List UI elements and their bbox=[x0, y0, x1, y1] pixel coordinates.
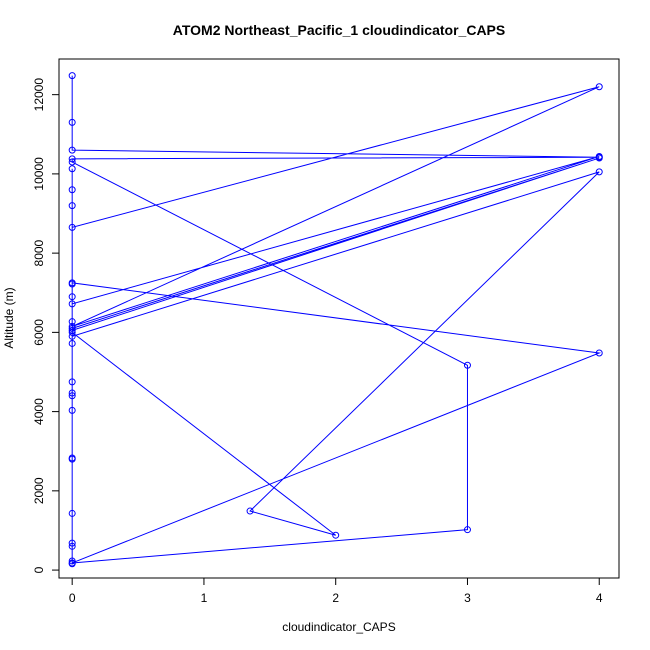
y-tick-label: 10000 bbox=[32, 157, 46, 191]
data-point bbox=[68, 339, 76, 347]
y-tick-label: 0 bbox=[32, 566, 46, 573]
data-point bbox=[68, 539, 76, 547]
data-point bbox=[68, 324, 76, 332]
y-tick-label: 2000 bbox=[32, 477, 46, 504]
data-series bbox=[68, 72, 603, 568]
y-tick-label: 8000 bbox=[32, 239, 46, 266]
data-point bbox=[68, 332, 76, 340]
data-point bbox=[595, 349, 603, 357]
x-tick-label: 4 bbox=[596, 591, 603, 605]
data-point bbox=[68, 165, 76, 173]
y-tick-label: 4000 bbox=[32, 398, 46, 425]
data-point bbox=[68, 146, 76, 154]
data-point bbox=[68, 328, 76, 336]
data-point bbox=[68, 155, 76, 163]
data-point bbox=[68, 509, 76, 517]
x-tick-label: 1 bbox=[201, 591, 208, 605]
y-axis: 0 2000 4000 6000 8000 10000 12000 bbox=[32, 78, 60, 573]
data-point bbox=[68, 202, 76, 210]
data-point bbox=[68, 223, 76, 231]
data-point bbox=[246, 507, 254, 515]
data-point bbox=[595, 83, 603, 91]
data-point bbox=[68, 542, 76, 550]
data-point bbox=[68, 406, 76, 414]
data-point bbox=[463, 526, 471, 534]
data-point bbox=[68, 557, 76, 565]
data-point bbox=[332, 531, 340, 539]
series-line bbox=[71, 75, 602, 564]
x-tick-label: 2 bbox=[332, 591, 339, 605]
x-axis: 0 1 2 3 4 bbox=[69, 577, 603, 605]
data-point bbox=[68, 72, 76, 80]
data-point bbox=[68, 560, 76, 568]
data-point bbox=[595, 168, 603, 176]
data-point bbox=[68, 118, 76, 126]
data-point bbox=[68, 455, 76, 463]
y-tick-label: 6000 bbox=[32, 319, 46, 346]
y-axis-label: Altitude (m) bbox=[2, 287, 16, 348]
y-tick-label: 12000 bbox=[32, 78, 46, 112]
x-axis-label: cloudindicator_CAPS bbox=[282, 620, 395, 634]
data-point bbox=[68, 389, 76, 397]
x-tick-label: 3 bbox=[464, 591, 471, 605]
data-point bbox=[68, 280, 76, 288]
chart-title: ATOM2 Northeast_Pacific_1 cloudindicator… bbox=[173, 22, 505, 38]
data-point bbox=[68, 300, 76, 308]
data-point bbox=[463, 361, 471, 369]
data-point bbox=[68, 378, 76, 386]
data-point bbox=[68, 186, 76, 194]
x-tick-label: 0 bbox=[69, 591, 76, 605]
data-point bbox=[68, 392, 76, 400]
data-point bbox=[595, 154, 603, 162]
data-point bbox=[68, 293, 76, 301]
data-point bbox=[68, 158, 76, 166]
data-point bbox=[68, 318, 76, 326]
